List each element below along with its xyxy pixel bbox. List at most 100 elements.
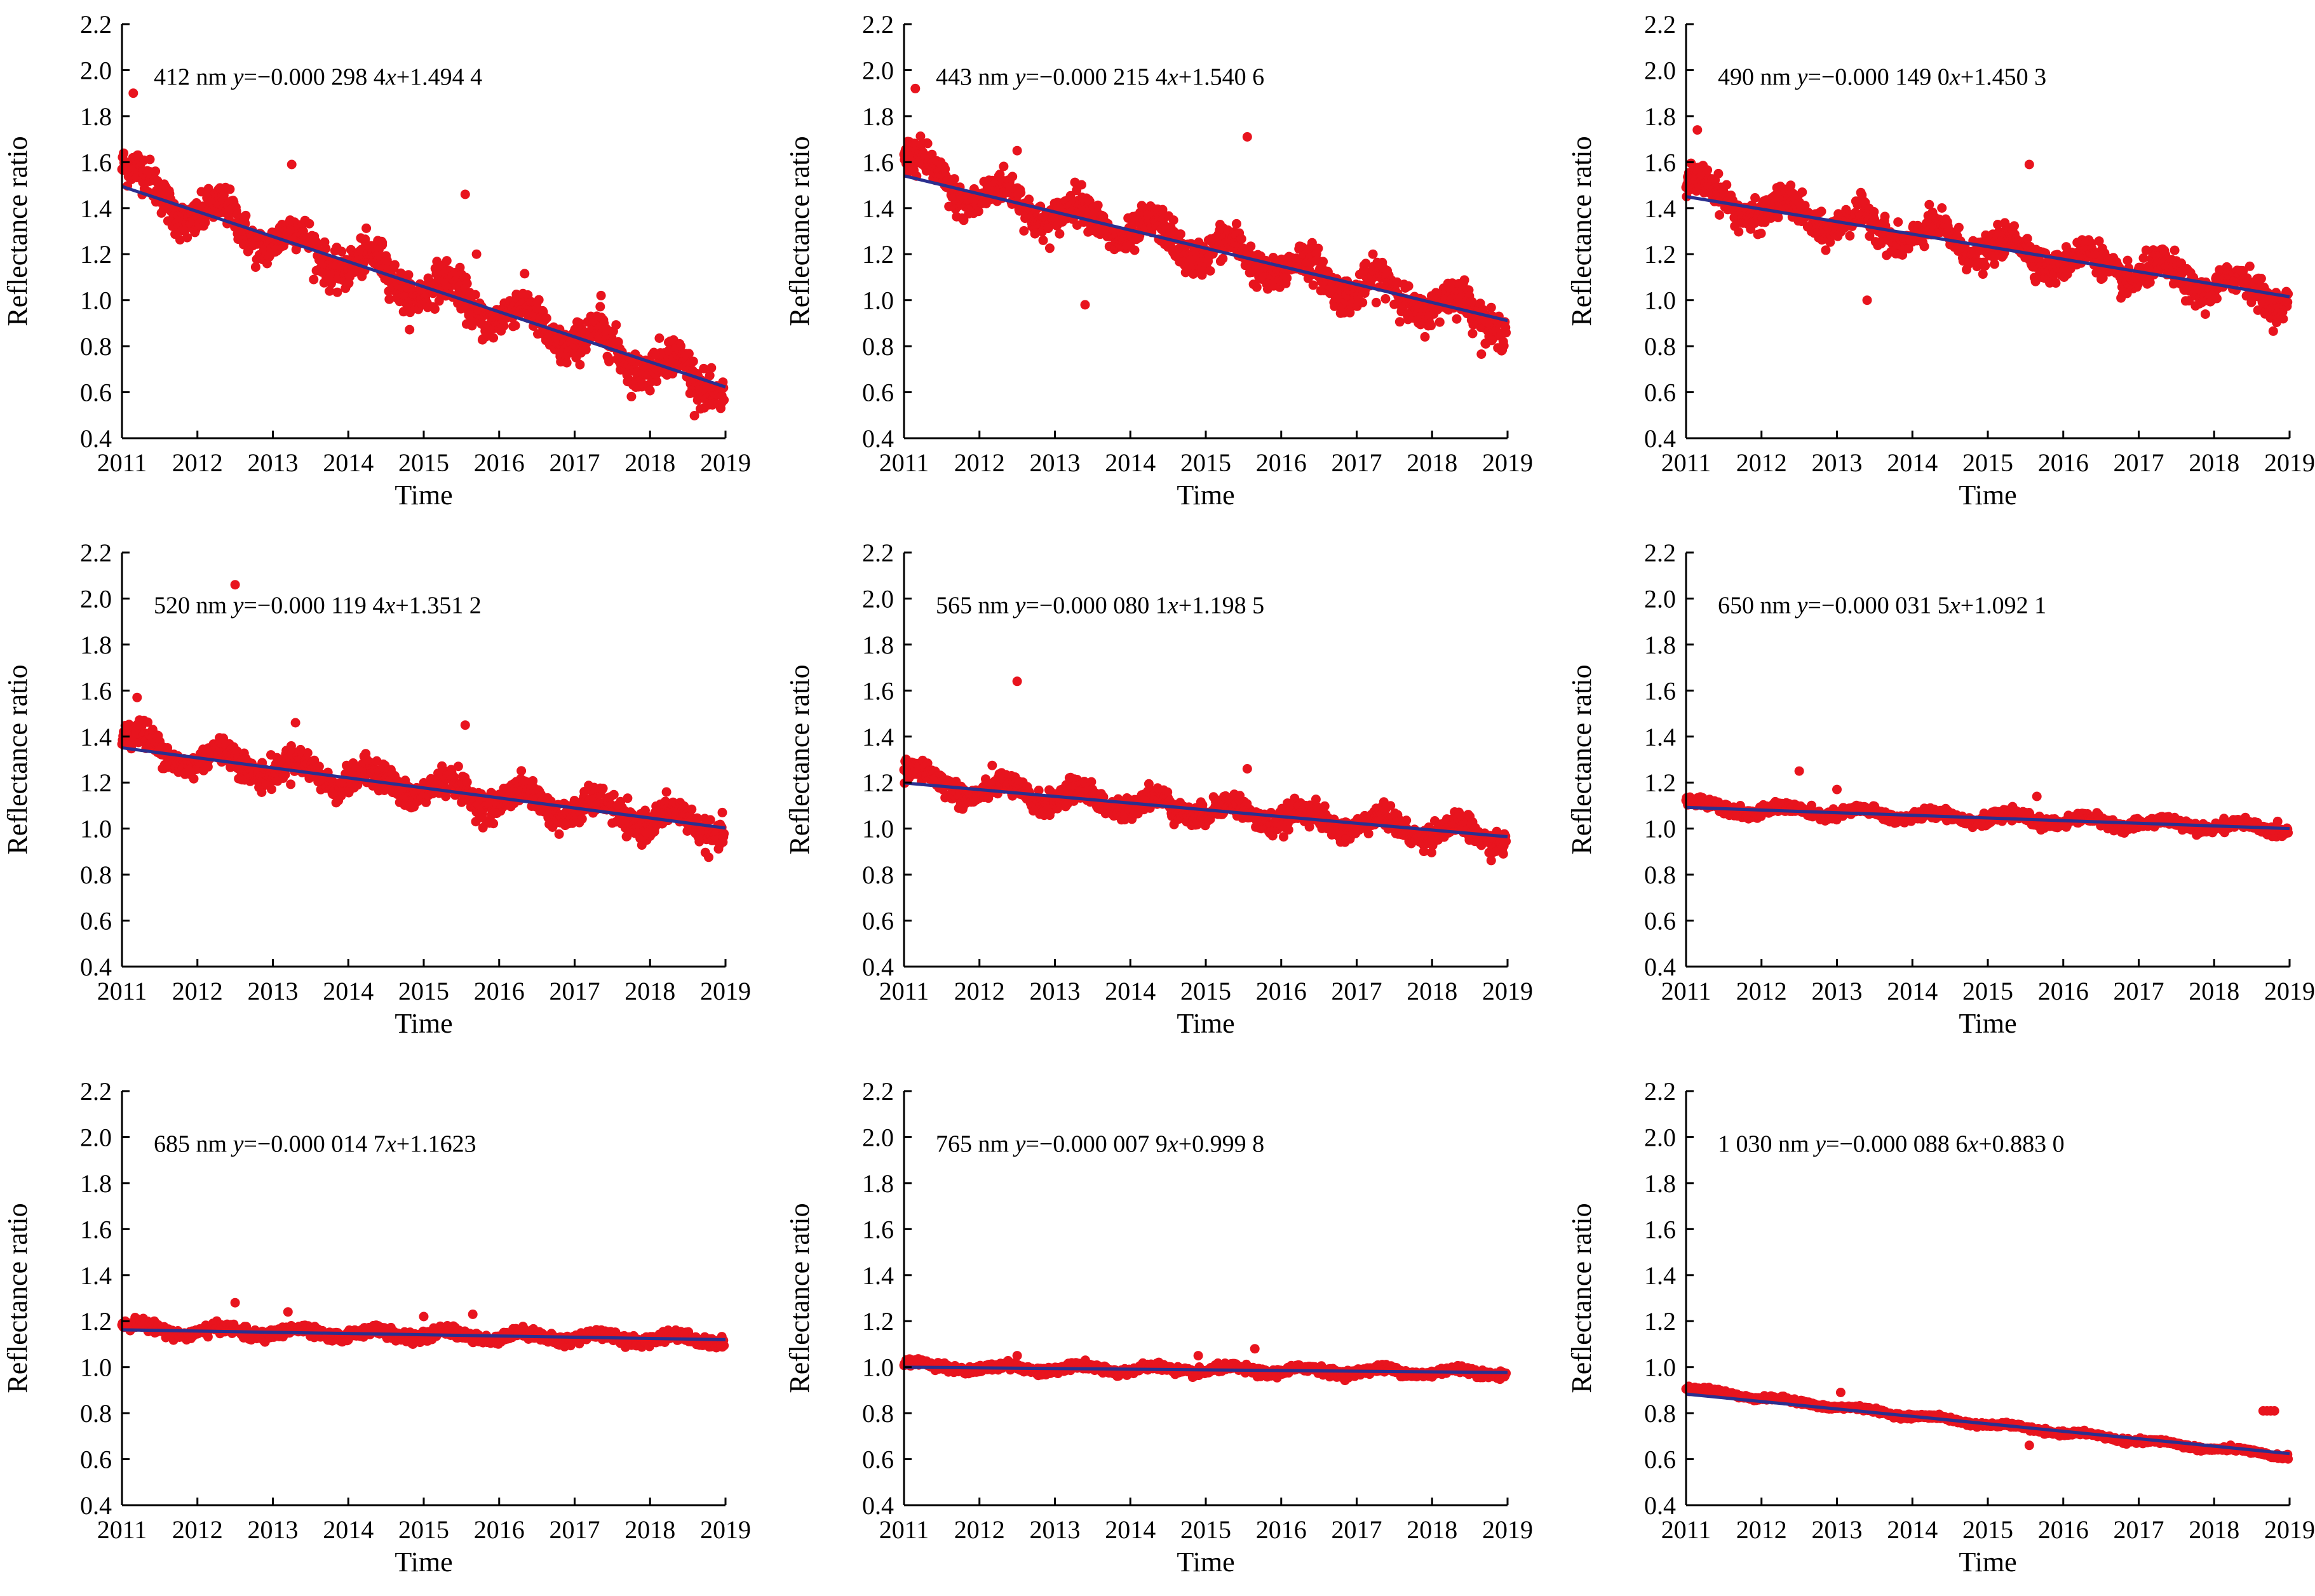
outlier-point (1242, 132, 1252, 142)
y-tick-label: 1.0 (862, 286, 894, 315)
data-point (225, 184, 235, 194)
data-point (2022, 234, 2032, 244)
data-point (1756, 229, 1766, 238)
data-point (1246, 241, 1256, 251)
y-tick-label: 1.6 (80, 148, 112, 177)
data-point (219, 190, 229, 200)
eq-intercept: +1.494 4 (396, 64, 482, 90)
y-tick-label: 1.8 (862, 102, 894, 131)
y-tick-label: 2.0 (80, 584, 112, 613)
x-axis-title: Time (395, 1008, 452, 1039)
data-point (1499, 340, 1509, 351)
data-point (1205, 266, 1215, 276)
data-point (510, 321, 520, 331)
data-point (999, 161, 1009, 171)
x-tick-label: 2015 (1962, 448, 2013, 477)
eq-x: x (385, 64, 396, 90)
data-point (1420, 332, 1430, 342)
data-point (2268, 326, 2278, 336)
eq-coef: =−0.000 298 4 (243, 64, 385, 90)
data-point (2200, 309, 2210, 319)
data-point (595, 302, 605, 312)
y-tick-label: 2.0 (1644, 56, 1676, 84)
outlier-point (128, 88, 138, 98)
data-point (1434, 317, 1445, 327)
data-point (119, 148, 129, 158)
x-tick-label: 2019 (700, 448, 751, 477)
data-point (676, 341, 685, 351)
equation-annotation: 520 nm y=−0.000 119 4x+1.351 2 (154, 592, 482, 619)
data-point (1919, 241, 1929, 251)
data-point (403, 270, 414, 280)
data-point (719, 395, 729, 405)
y-tick-label: 2.0 (862, 56, 894, 84)
data-point (1937, 203, 1947, 213)
data-point (577, 814, 587, 824)
y-tick-label: 1.6 (80, 676, 112, 705)
outlier-point (132, 692, 142, 702)
eq-intercept: +1.540 6 (1178, 64, 1264, 90)
data-point (1218, 253, 1228, 264)
x-tick-label: 2012 (172, 977, 223, 1005)
data-point (706, 363, 717, 373)
data-point (462, 279, 472, 289)
eq-y: y (1013, 64, 1026, 90)
data-point (2283, 297, 2293, 307)
data-point (1486, 302, 1496, 312)
eq-intercept: +1.351 2 (395, 592, 481, 619)
data-point (1797, 187, 1807, 198)
data-point (562, 358, 572, 368)
y-axis-title: Reflectance ratio (1566, 136, 1597, 326)
y-tick-label: 1.0 (80, 286, 112, 315)
x-tick-label: 2017 (550, 977, 600, 1005)
y-tick-label: 1.8 (1644, 102, 1676, 131)
eq-y: y (231, 64, 244, 90)
data-point (661, 787, 672, 797)
x-tick-label: 2013 (248, 977, 299, 1005)
data-points (899, 676, 1511, 866)
equation-annotation: 443 nm y=−0.000 215 4x+1.540 6 (936, 64, 1264, 90)
outlier-point (1862, 295, 1872, 305)
y-tick-label: 0.6 (80, 907, 112, 935)
y-tick-label: 0.6 (862, 379, 894, 407)
data-point (470, 290, 480, 300)
data-point (2212, 293, 2222, 304)
y-tick-label: 2.2 (80, 10, 112, 39)
y-tick-label: 1.0 (1644, 286, 1676, 315)
data-point (1426, 321, 1436, 331)
y-tick-label: 1.6 (862, 148, 894, 177)
eq-x: x (1167, 64, 1178, 90)
y-tick-label: 0.6 (80, 379, 112, 407)
data-point (325, 286, 335, 296)
y-tick-label: 0.8 (1644, 332, 1676, 361)
data-point (1008, 171, 1018, 182)
x-tick-label: 2011 (1661, 448, 1711, 477)
x-tick-label: 2012 (1736, 448, 1787, 477)
y-tick-label: 0.8 (80, 861, 112, 889)
data-point (1734, 227, 1744, 237)
data-point (520, 269, 530, 279)
x-tick-label: 2016 (474, 977, 525, 1005)
x-tick-label: 2013 (248, 448, 299, 477)
y-tick-label: 2.0 (80, 56, 112, 84)
data-point (1282, 273, 1292, 283)
x-tick-label: 2011 (879, 448, 929, 477)
y-tick-label: 1.4 (80, 194, 112, 223)
data-point (1476, 349, 1487, 359)
data-point (1816, 206, 1826, 217)
data-point (1713, 168, 1724, 178)
x-tick-label: 2014 (323, 977, 374, 1005)
data-point (405, 325, 415, 335)
data-point (1252, 282, 1262, 292)
eq-y: y (1795, 64, 1808, 90)
data-point (687, 804, 697, 814)
data-point (645, 386, 655, 396)
outlier-point (1080, 300, 1090, 310)
data-point (1821, 245, 1831, 255)
data-point (1978, 269, 1988, 279)
data-point (1168, 215, 1178, 225)
eq-coef: =−0.000 119 4 (243, 592, 384, 619)
data-points (117, 88, 729, 420)
data-point (1394, 317, 1405, 327)
